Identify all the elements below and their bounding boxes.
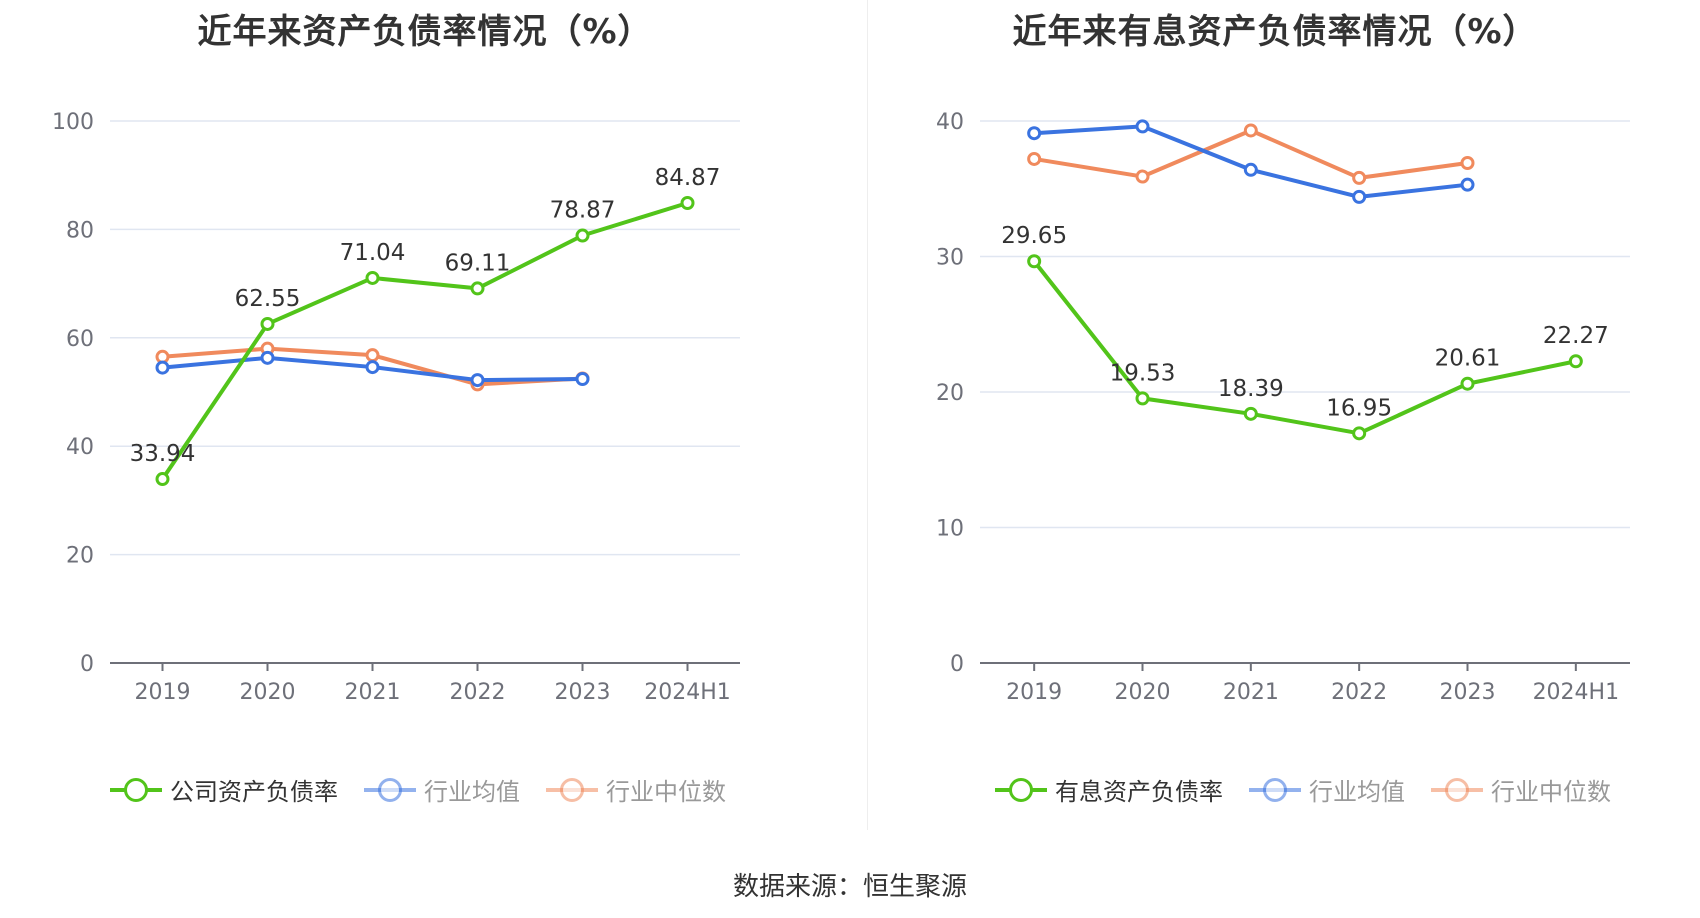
legend-item-industry-avg[interactable]: 行业均值: [1249, 772, 1405, 807]
y-tick-label: 0: [80, 652, 94, 677]
data-label: 84.87: [655, 165, 721, 191]
x-tick-label: 2022: [450, 680, 506, 705]
y-tick-label: 30: [936, 246, 964, 271]
data-point-industry_median: [1460, 156, 1475, 171]
legend-item-industry-avg[interactable]: 行业均值: [364, 772, 520, 807]
data-label: 33.94: [130, 441, 196, 467]
data-label: 22.27: [1543, 323, 1609, 349]
chart-title: 近年来资产负债率情况（%）: [197, 12, 653, 52]
debt-ratio-chart-panel: 近年来资产负债率情况（%） 0 20 40 60 80 100 2019 2020 2021 20…: [0, 0, 850, 830]
x-tick-label: 2021: [345, 680, 401, 705]
x-tick-label: 2019: [1006, 680, 1062, 705]
legend-item-company[interactable]: 有息资产负债率: [995, 772, 1223, 807]
x-tick-label: 2024H1: [644, 680, 731, 705]
data-point-industry_avg: [155, 360, 170, 375]
series-line-company: [1032, 259, 1578, 436]
data-label: 19.53: [1110, 360, 1176, 386]
data-point-company: [365, 270, 380, 285]
x-tick-label: 2023: [555, 680, 611, 705]
interest-debt-ratio-plot: 0 10 20 30 40 2019 2020 2021 2022 2023 2024H1 29.65…: [936, 110, 1630, 705]
data-point-industry_avg: [1135, 119, 1150, 134]
legend-label: 行业中位数: [606, 778, 726, 806]
x-tick-label: 2022: [1331, 680, 1387, 705]
data-label: 20.61: [1435, 346, 1501, 372]
data-point-industry_avg: [1027, 126, 1042, 141]
y-tick-label: 20: [66, 544, 94, 569]
data-point-company: [1243, 406, 1258, 421]
data-label: 78.87: [550, 198, 616, 224]
data-point-company: [1135, 391, 1150, 406]
data-point-industry_avg: [365, 360, 380, 375]
x-tick-label: 2021: [1223, 680, 1279, 705]
legend-swatch-icon: [1249, 777, 1301, 802]
data-point-industry_median: [1352, 170, 1367, 185]
data-point-industry_median: [1027, 151, 1042, 166]
data-point-company: [470, 281, 485, 296]
series-line-company: [160, 201, 690, 482]
chart-legend: 公司资产负债率 行业均值 行业中位数: [110, 772, 752, 807]
legend-label: 公司资产负债率: [170, 778, 338, 806]
data-point-company: [575, 228, 590, 243]
data-point-company: [1027, 254, 1042, 269]
y-tick-label: 60: [66, 327, 94, 352]
data-point-company: [260, 316, 275, 331]
data-point-company: [155, 472, 170, 487]
y-tick-label: 80: [66, 218, 94, 243]
data-label: 29.65: [1001, 223, 1067, 249]
data-point-industry_avg: [575, 371, 590, 386]
data-point-industry_avg: [1352, 189, 1367, 204]
data-point-industry_avg: [470, 373, 485, 388]
debt-ratio-plot: 0 20 40 60 80 100 2019 2020 2021 2022 2023 2024H1 33…: [52, 110, 740, 705]
legend-item-company[interactable]: 公司资产负债率: [110, 772, 338, 807]
legend-swatch-icon: [995, 777, 1047, 802]
data-label: 71.04: [340, 240, 406, 266]
x-tick-label: 2020: [240, 680, 296, 705]
legend-swatch-icon: [364, 777, 416, 802]
data-point-industry_median: [1135, 169, 1150, 184]
data-point-industry_avg: [1460, 177, 1475, 192]
x-tick-label: 2020: [1115, 680, 1171, 705]
data-point-industry_median: [365, 348, 380, 363]
x-tick-label: 2024H1: [1533, 680, 1620, 705]
y-tick-label: 0: [950, 652, 964, 677]
x-tick-label: 2019: [135, 680, 191, 705]
legend-item-industry-median[interactable]: 行业中位数: [546, 772, 726, 807]
legend-swatch-icon: [546, 777, 598, 802]
data-point-company: [680, 196, 695, 211]
legend-label: 行业均值: [424, 778, 520, 806]
legend-label: 有息资产负债率: [1055, 778, 1223, 806]
data-point-industry_avg: [1243, 162, 1258, 177]
legend-label: 行业均值: [1309, 778, 1405, 806]
y-tick-label: 10: [936, 517, 964, 542]
data-label: 69.11: [445, 250, 511, 276]
data-label: 62.55: [235, 286, 301, 312]
chart-legend: 有息资产负债率 行业均值 行业中位数: [995, 772, 1637, 807]
x-tick-label: 2023: [1440, 680, 1496, 705]
interest-debt-ratio-chart-panel: 近年来有息资产负债率情况（%） 0 10 20 30 40 2019 2020 2021 202…: [850, 0, 1700, 830]
y-tick-label: 40: [66, 435, 94, 460]
legend-swatch-icon: [110, 777, 162, 802]
data-source-note: 数据来源：恒生聚源: [732, 872, 967, 902]
legend-item-industry-median[interactable]: 行业中位数: [1431, 772, 1611, 807]
data-point-company: [1568, 354, 1583, 369]
legend-swatch-icon: [1431, 777, 1483, 802]
data-point-industry_avg: [260, 350, 275, 365]
y-tick-label: 20: [936, 381, 964, 406]
data-point-industry_median: [1243, 123, 1258, 138]
data-point-company: [1460, 376, 1475, 391]
data-label: 16.95: [1326, 395, 1392, 421]
data-point-company: [1352, 426, 1367, 441]
legend-label: 行业中位数: [1491, 778, 1611, 806]
panel-divider: [867, 0, 868, 830]
y-tick-label: 100: [52, 110, 94, 135]
chart-title: 近年来有息资产负债率情况（%）: [1012, 12, 1538, 52]
data-label: 18.39: [1218, 376, 1284, 402]
y-tick-label: 40: [936, 110, 964, 135]
